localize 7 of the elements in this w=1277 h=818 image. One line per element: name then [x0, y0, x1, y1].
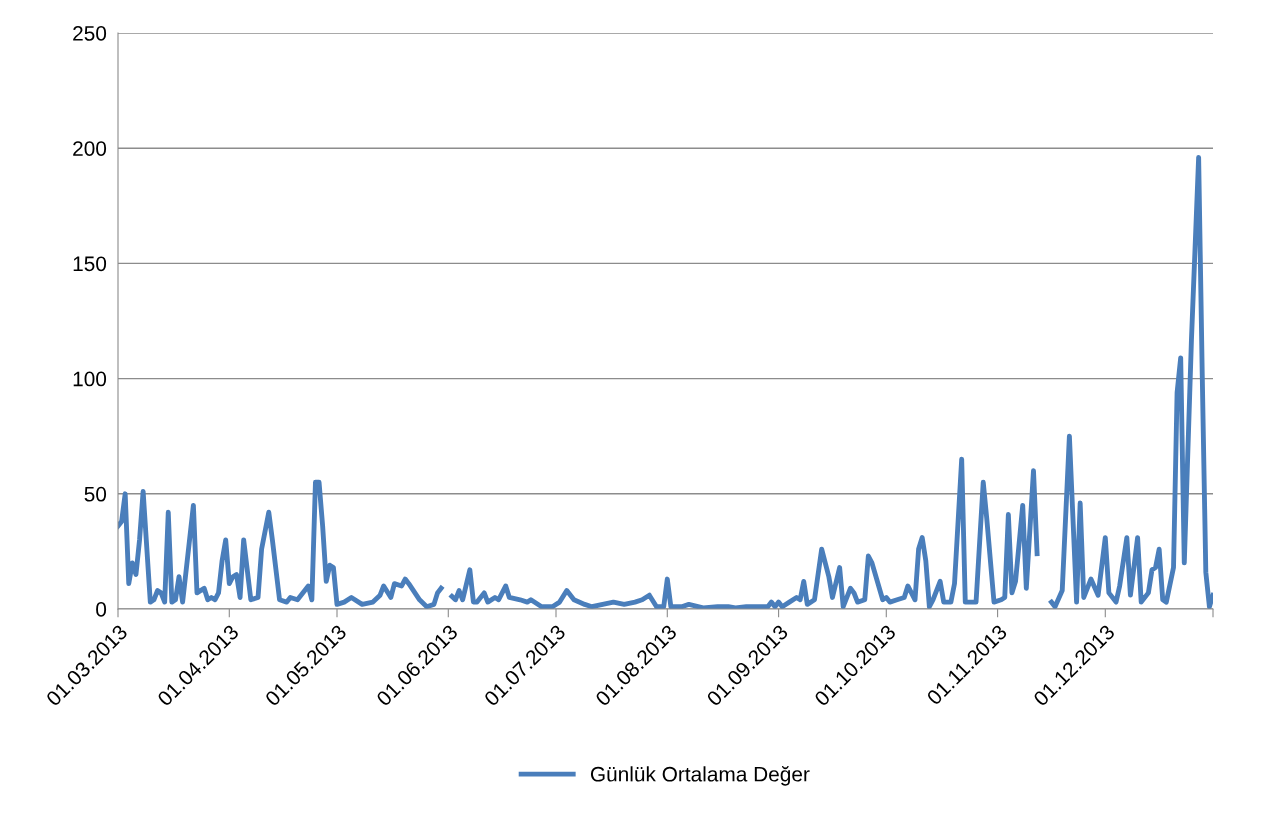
y-tick-label: 250	[73, 26, 107, 41]
y-tick-label: 100	[73, 371, 107, 387]
y-tick-label: 200	[73, 141, 107, 156]
y-tick-label: 150	[73, 256, 107, 272]
legend-label: Günlük Ortalama Değer	[590, 765, 810, 786]
y-tick-label: 0	[96, 602, 107, 617]
y-tick-label: 50	[84, 486, 107, 502]
